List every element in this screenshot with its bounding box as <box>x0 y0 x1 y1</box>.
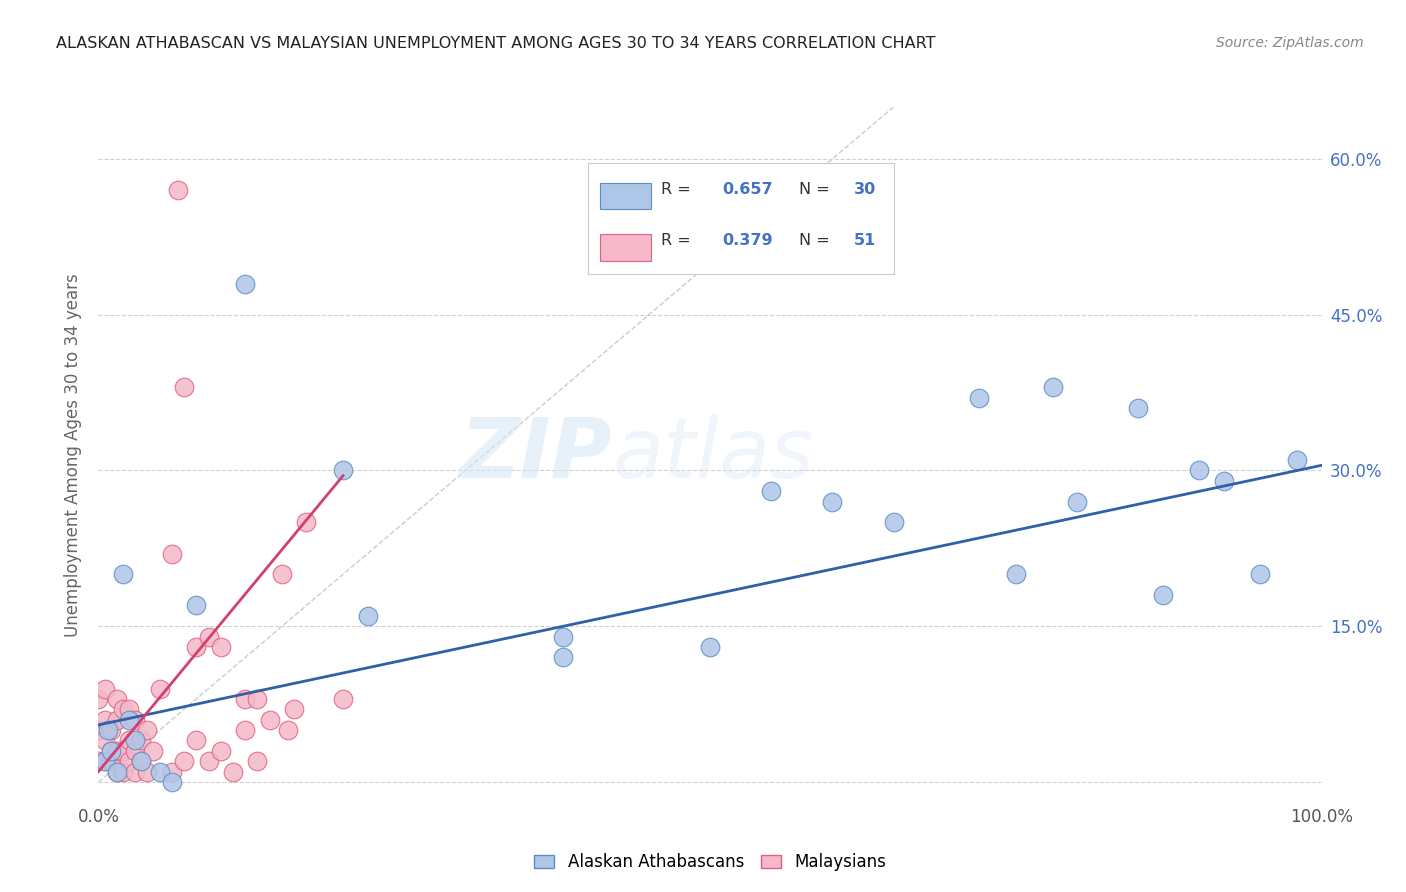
Point <box>105 744 128 758</box>
Point <box>883 516 905 530</box>
Point <box>1004 567 1026 582</box>
Point <box>233 692 256 706</box>
Point <box>105 713 128 727</box>
Point <box>87 754 110 768</box>
Point <box>97 723 120 738</box>
Point <box>118 754 141 768</box>
Point <box>100 723 122 738</box>
Point <box>111 567 134 582</box>
Point <box>149 764 172 779</box>
Text: Source: ZipAtlas.com: Source: ZipAtlas.com <box>1216 36 1364 50</box>
Point <box>209 744 232 758</box>
Point <box>105 764 128 779</box>
Point <box>356 608 378 623</box>
Point <box>111 764 134 779</box>
Point <box>173 754 195 768</box>
Point <box>87 723 110 738</box>
Text: atlas: atlas <box>612 415 814 495</box>
Point <box>93 733 115 747</box>
Point <box>93 754 115 768</box>
Point <box>821 494 844 508</box>
Point <box>93 681 115 696</box>
Point <box>277 723 299 738</box>
Point <box>1128 401 1150 416</box>
Point <box>160 775 183 789</box>
Point <box>124 744 146 758</box>
Point <box>283 702 305 716</box>
Point <box>209 640 232 654</box>
Point <box>100 744 122 758</box>
Point <box>149 681 172 696</box>
Point <box>295 516 318 530</box>
Point <box>111 702 134 716</box>
Point <box>233 277 256 291</box>
Point <box>332 463 354 477</box>
Point <box>105 692 128 706</box>
Point <box>761 484 783 499</box>
Point <box>1066 494 1088 508</box>
Point <box>160 764 183 779</box>
Point <box>93 754 115 768</box>
Point <box>124 713 146 727</box>
Point <box>124 733 146 747</box>
Point <box>142 744 165 758</box>
Point <box>967 391 990 405</box>
Y-axis label: Unemployment Among Ages 30 to 34 years: Unemployment Among Ages 30 to 34 years <box>65 273 83 637</box>
Point <box>1152 588 1174 602</box>
Point <box>136 764 159 779</box>
Point <box>118 733 141 747</box>
Point <box>259 713 281 727</box>
Point <box>105 764 128 779</box>
Point <box>332 692 354 706</box>
Point <box>186 599 208 613</box>
Point <box>118 702 141 716</box>
Point <box>699 640 721 654</box>
Point <box>129 733 152 747</box>
Point <box>246 754 269 768</box>
Point <box>160 547 183 561</box>
Point <box>197 754 219 768</box>
Text: ALASKAN ATHABASCAN VS MALAYSIAN UNEMPLOYMENT AMONG AGES 30 TO 34 YEARS CORRELATI: ALASKAN ATHABASCAN VS MALAYSIAN UNEMPLOY… <box>56 36 936 51</box>
Point <box>93 713 115 727</box>
Point <box>100 744 122 758</box>
Point <box>233 723 256 738</box>
Point <box>173 380 195 394</box>
Point <box>270 567 294 582</box>
Point <box>553 630 575 644</box>
Point <box>111 744 134 758</box>
Point <box>1249 567 1271 582</box>
Point <box>167 183 190 197</box>
Point <box>129 754 152 768</box>
Point <box>124 764 146 779</box>
Point <box>222 764 245 779</box>
Legend: Alaskan Athabascans, Malaysians: Alaskan Athabascans, Malaysians <box>527 847 893 878</box>
Point <box>246 692 269 706</box>
Point <box>87 692 110 706</box>
Point <box>129 754 152 768</box>
Point <box>1212 474 1234 488</box>
Point <box>100 754 122 768</box>
Point <box>553 650 575 665</box>
Point <box>1286 453 1309 467</box>
Point <box>1042 380 1064 394</box>
Point <box>118 713 141 727</box>
Point <box>136 723 159 738</box>
Point <box>186 640 208 654</box>
Text: ZIP: ZIP <box>460 415 612 495</box>
Point <box>186 733 208 747</box>
Point <box>197 630 219 644</box>
Point <box>1188 463 1211 477</box>
